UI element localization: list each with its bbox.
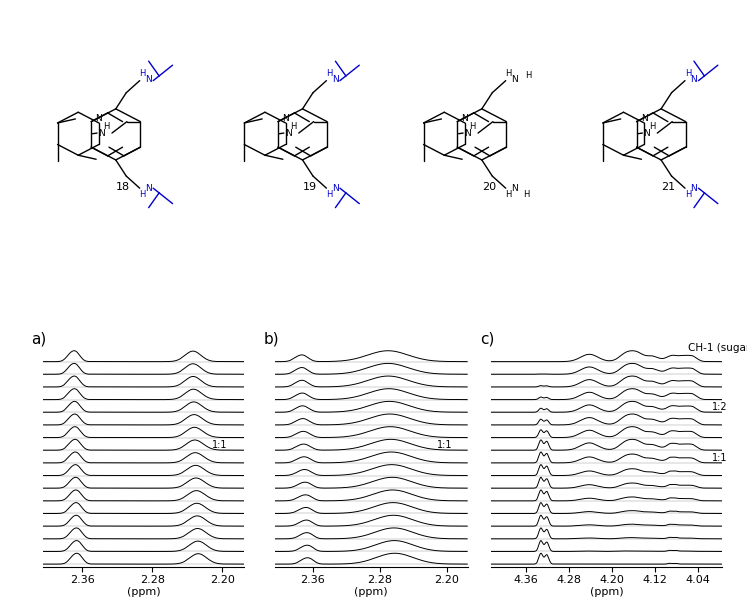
Text: H: H	[525, 71, 531, 80]
Text: N: N	[462, 114, 468, 123]
Text: N: N	[643, 129, 650, 138]
Text: N: N	[690, 76, 698, 85]
Text: H: H	[140, 70, 146, 79]
Text: N: N	[511, 184, 518, 193]
Text: 1:1: 1:1	[436, 440, 452, 451]
Text: N: N	[511, 76, 518, 85]
Text: N: N	[285, 129, 291, 138]
Text: H: H	[140, 190, 146, 199]
Text: CH-1 (sugar): CH-1 (sugar)	[689, 343, 747, 353]
Text: N: N	[145, 76, 152, 85]
Text: N: N	[641, 114, 648, 123]
Text: a): a)	[31, 331, 46, 346]
Text: H: H	[506, 190, 512, 199]
Text: c): c)	[480, 331, 495, 346]
Text: b): b)	[264, 331, 279, 346]
Text: H: H	[470, 122, 476, 131]
Text: N: N	[282, 114, 289, 123]
Text: N: N	[98, 129, 105, 138]
X-axis label: (ppm): (ppm)	[354, 587, 388, 598]
Text: 21: 21	[662, 182, 675, 192]
Text: N: N	[464, 129, 471, 138]
Text: H: H	[104, 122, 110, 131]
Text: 1:1: 1:1	[212, 440, 227, 451]
Text: N: N	[332, 184, 339, 193]
Text: H: H	[685, 70, 691, 79]
Text: 20: 20	[483, 182, 496, 192]
Text: H: H	[649, 122, 655, 131]
Text: H: H	[326, 70, 332, 79]
Text: 1:2: 1:2	[712, 403, 727, 412]
Text: N: N	[96, 114, 102, 123]
Text: H: H	[685, 190, 691, 199]
Text: 1:1: 1:1	[712, 453, 727, 463]
Text: 19: 19	[303, 182, 317, 192]
Text: N: N	[690, 184, 698, 193]
X-axis label: (ppm): (ppm)	[589, 587, 624, 598]
Text: H: H	[291, 122, 297, 131]
Text: 18: 18	[117, 182, 130, 192]
Text: H: H	[523, 190, 529, 199]
X-axis label: (ppm): (ppm)	[126, 587, 161, 598]
Text: N: N	[145, 184, 152, 193]
Text: H: H	[326, 190, 332, 199]
Text: H: H	[506, 70, 512, 79]
Text: N: N	[332, 76, 339, 85]
